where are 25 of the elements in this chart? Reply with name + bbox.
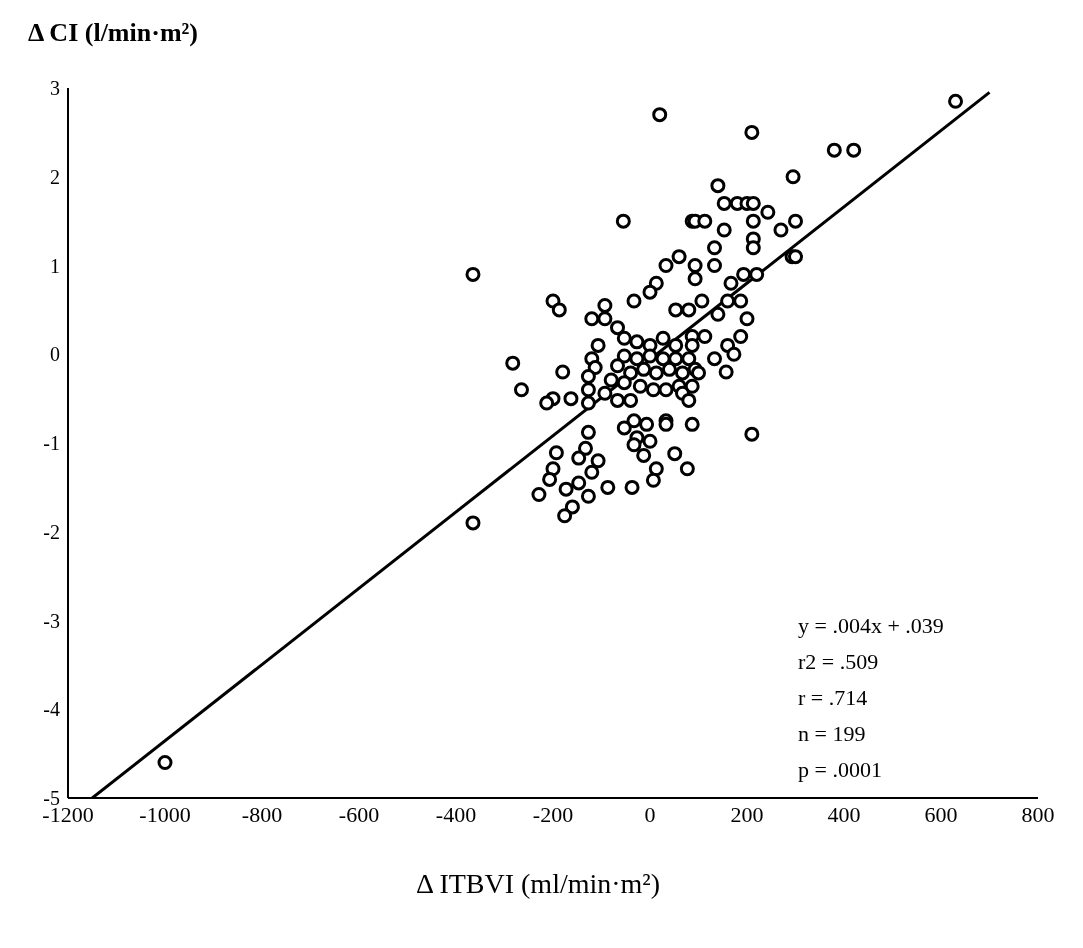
annotation: y = .004x + .039 xyxy=(798,612,944,640)
x-tick-label: 600 xyxy=(924,801,958,827)
x-tick-label: -1000 xyxy=(139,801,191,827)
y-tick-label: -2 xyxy=(43,520,60,543)
y-axis-title: Δ CI (l/min·m²) xyxy=(28,18,198,48)
annotation: p = .0001 xyxy=(798,756,883,784)
y-tick-label: 1 xyxy=(50,254,60,277)
x-tick-label: 0 xyxy=(644,801,656,827)
x-tick-label: 400 xyxy=(827,801,861,827)
y-tick-label: 3 xyxy=(50,77,60,100)
y-tick-label: 0 xyxy=(50,343,60,366)
x-tick-label: 800 xyxy=(1021,801,1055,827)
annotation: r2 = .509 xyxy=(798,648,880,676)
y-tick-label: -3 xyxy=(43,609,60,632)
y-tick-label: -1 xyxy=(43,432,60,455)
x-tick-label: -400 xyxy=(435,801,477,827)
x-tick-label: -600 xyxy=(338,801,380,827)
x-tick-label: 200 xyxy=(730,801,764,827)
annotation: n = 199 xyxy=(798,720,867,748)
annotation: r = .714 xyxy=(798,684,869,712)
x-tick-label: -200 xyxy=(532,801,574,827)
y-tick-label: -4 xyxy=(43,698,60,721)
x-axis-title: Δ ITBVI (ml/min·m²) xyxy=(414,868,662,900)
y-tick-label: 2 xyxy=(50,165,60,188)
x-tick-label: -800 xyxy=(241,801,283,827)
